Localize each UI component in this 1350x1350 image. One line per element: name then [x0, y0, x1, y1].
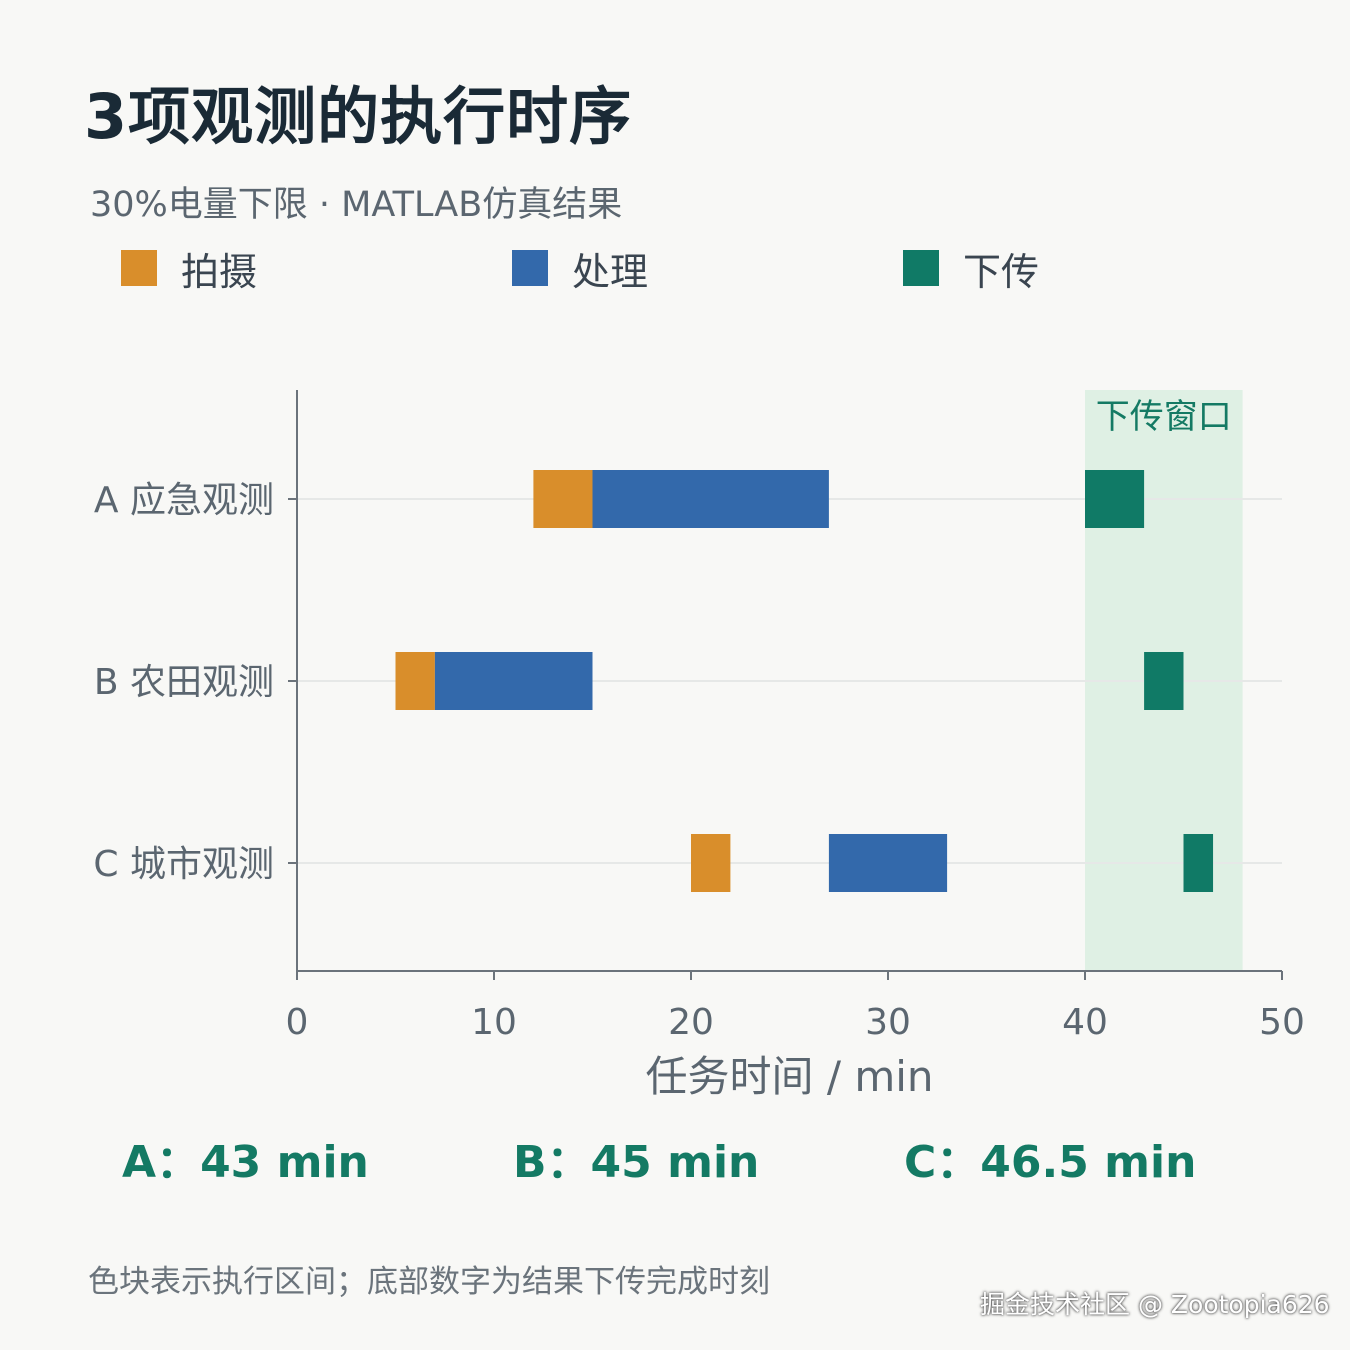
bar-process-row-0 — [592, 470, 829, 528]
result-b: B：45 min — [513, 1126, 759, 1190]
bar-downlink-row-0 — [1085, 470, 1145, 528]
downlink-window-label: 下传窗口 — [1096, 397, 1232, 437]
bar-downlink-row-2 — [1183, 834, 1214, 892]
legend-label-downlink: 下传 — [963, 249, 1040, 294]
result-a-label: A： — [122, 1137, 201, 1188]
chart-title: 3项观测的执行时序 — [84, 80, 633, 153]
result-c-label: C： — [904, 1137, 981, 1188]
watermark: 掘金技术社区 @ Zootopia626 — [980, 1290, 1330, 1319]
bar-capture-row-2 — [691, 834, 731, 892]
result-c: C：46.5 min — [904, 1126, 1196, 1190]
result-a: A：43 min — [122, 1126, 369, 1190]
bar-downlink-row-1 — [1144, 652, 1184, 710]
legend-swatch-process — [512, 250, 548, 286]
result-b-label: B： — [513, 1137, 591, 1188]
legend-label-capture: 拍摄 — [181, 249, 258, 294]
result-c-value: 46.5 min — [980, 1137, 1197, 1188]
legend-swatch-capture — [121, 250, 157, 286]
result-a-value: 43 min — [200, 1137, 369, 1188]
legend-label-process: 处理 — [572, 249, 649, 294]
legend-item-process: 处理 — [512, 246, 648, 294]
x-tick-label-40: 40 — [1062, 1002, 1108, 1043]
result-b-value: 45 min — [590, 1137, 760, 1188]
x-axis-label: 任务时间 / min — [645, 1052, 933, 1101]
x-tick-label-50: 50 — [1259, 1002, 1305, 1043]
bar-capture-row-1 — [395, 652, 435, 710]
x-tick-label-20: 20 — [668, 1002, 714, 1043]
legend-item-downlink: 下传 — [903, 246, 1039, 294]
legend-swatch-downlink — [903, 250, 939, 286]
y-category-label-0: A 应急观测 — [94, 480, 274, 521]
footnote: 色块表示执行区间；底部数字为结果下传完成时刻 — [88, 1264, 770, 1300]
y-category-label-2: C 城市观测 — [93, 844, 274, 885]
x-tick-label-0: 0 — [286, 1002, 309, 1043]
bar-process-row-2 — [828, 834, 948, 892]
bar-process-row-1 — [434, 652, 593, 710]
x-tick-label-30: 30 — [865, 1002, 911, 1043]
legend-item-capture: 拍摄 — [121, 246, 257, 294]
bar-capture-row-0 — [533, 470, 593, 528]
chart-subtitle: 30%电量下限 · MATLAB仿真结果 — [90, 185, 623, 225]
y-category-label-1: B 农田观测 — [94, 662, 274, 703]
x-tick-label-10: 10 — [471, 1002, 517, 1043]
